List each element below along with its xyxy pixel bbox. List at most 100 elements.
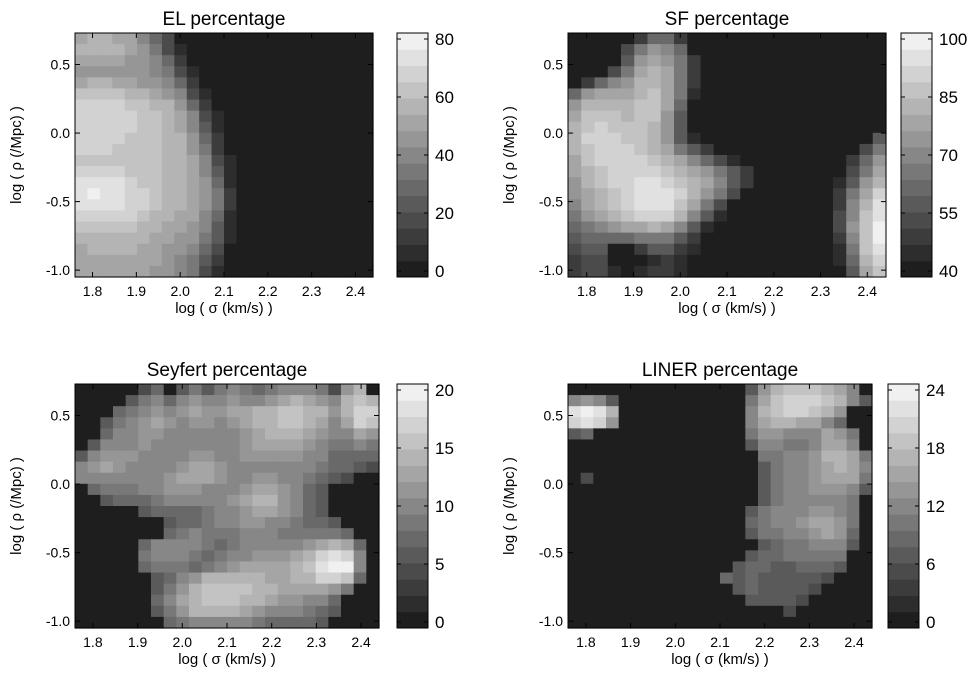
heatmap-cell [834, 594, 848, 607]
heatmap-cell [707, 605, 721, 618]
heatmap-cell [770, 572, 784, 585]
heatmap-cell [176, 550, 190, 563]
heatmap-cell [298, 132, 312, 145]
heatmap-cell [199, 199, 213, 212]
heatmap-cell [732, 384, 746, 396]
colorbar-tick-label: 12 [926, 497, 945, 516]
heatmap-cell [783, 594, 797, 607]
heatmap-cell [298, 143, 312, 156]
heatmap-cell [323, 221, 337, 234]
heatmap-cell [100, 417, 114, 429]
heatmap-cell [199, 55, 213, 67]
heatmap-cell [161, 155, 175, 167]
heatmap-cell [227, 494, 241, 507]
heatmap-cell [189, 594, 203, 607]
heatmap-cell [227, 483, 241, 496]
heatmap-cell [75, 395, 89, 407]
heatmap-cell [174, 55, 188, 67]
heatmap-cell [758, 406, 772, 418]
heatmap-cell [780, 66, 794, 78]
heatmap-cell [732, 417, 746, 429]
heatmap-cell [87, 132, 101, 145]
heatmap-cell [732, 550, 746, 563]
heatmap-cells [75, 384, 380, 629]
heatmap-cell [176, 594, 190, 607]
heatmap-cell [353, 417, 367, 429]
y-tick-label: 0.5 [544, 57, 564, 73]
heatmap-cell [265, 506, 279, 518]
heatmap-cell [647, 88, 662, 101]
heatmap-cell [740, 44, 755, 56]
heatmap-cell [713, 33, 728, 45]
heatmap-cell [634, 243, 649, 256]
heatmap-cell [341, 583, 355, 596]
heatmap-cell [87, 594, 101, 607]
heatmap-cell [149, 66, 163, 78]
heatmap-cell [227, 550, 241, 563]
heatmap-cell [793, 265, 808, 278]
heatmap-cell [75, 406, 89, 418]
heatmap-cell [593, 384, 607, 396]
heatmap-cell [341, 561, 355, 574]
heatmap-cell [201, 605, 215, 618]
heatmap-cell [707, 528, 721, 540]
heatmap-cell [113, 605, 127, 618]
heatmap-cell [634, 143, 649, 156]
heatmap-cell [303, 561, 317, 574]
heatmap-cell [580, 450, 594, 463]
heatmap-cell [834, 483, 848, 496]
heatmap-cell [328, 494, 342, 507]
heatmap-cell [113, 384, 127, 396]
heatmap-cell [323, 265, 337, 278]
heatmap-cell [568, 506, 582, 518]
colorbar-level [888, 384, 919, 401]
heatmap-cell [621, 199, 635, 212]
heatmap-cell [846, 33, 861, 45]
heatmap-cell [621, 210, 635, 223]
heatmap-cell [341, 461, 355, 474]
heatmap-cell [634, 221, 649, 234]
heatmap-cell [87, 384, 101, 396]
heatmap-cell [211, 143, 225, 156]
heatmap-cell [631, 384, 645, 396]
heatmap-cell [286, 99, 300, 112]
heatmap-cell [780, 132, 794, 145]
heatmap-cell [606, 494, 620, 507]
heatmap-cell [594, 254, 609, 267]
heatmap-cell [644, 616, 658, 629]
heatmap-cell [286, 166, 300, 178]
heatmap-cell [568, 254, 582, 267]
heatmap-cell [694, 384, 708, 396]
colorbar-level [888, 514, 919, 531]
heatmap-cell [149, 55, 163, 67]
heatmap-cell [75, 55, 89, 67]
heatmap-cell [606, 528, 620, 540]
heatmap-cell [606, 461, 620, 474]
heatmap-cell [634, 177, 649, 189]
heatmap-cell [694, 483, 708, 496]
heatmap-cell [846, 232, 861, 245]
heatmap-cell [631, 572, 645, 585]
heatmap-cell [261, 177, 275, 189]
heatmap-cell [366, 506, 380, 518]
heatmap-cell [124, 77, 138, 90]
heatmap-cell [568, 550, 582, 563]
heatmap-cell [834, 561, 848, 574]
heatmap-cell [644, 517, 658, 529]
heatmap-cell [753, 44, 768, 56]
heatmap-cell [700, 188, 715, 200]
heatmap-cell [124, 66, 138, 78]
colorbar-tick-label: 24 [926, 381, 945, 400]
heatmap-cell [687, 99, 702, 112]
heatmap-cell [581, 243, 596, 256]
heatmap-cell [112, 55, 126, 67]
heatmap-cell [236, 66, 250, 78]
heatmap-cell [201, 450, 215, 463]
heatmap-cell [161, 55, 175, 67]
heatmap-cell [594, 221, 609, 234]
heatmap-cell [161, 265, 175, 278]
heatmap-cell [124, 232, 138, 245]
heatmap-cell [261, 254, 275, 267]
heatmap-cell [745, 417, 759, 429]
heatmap-cell [176, 384, 190, 396]
